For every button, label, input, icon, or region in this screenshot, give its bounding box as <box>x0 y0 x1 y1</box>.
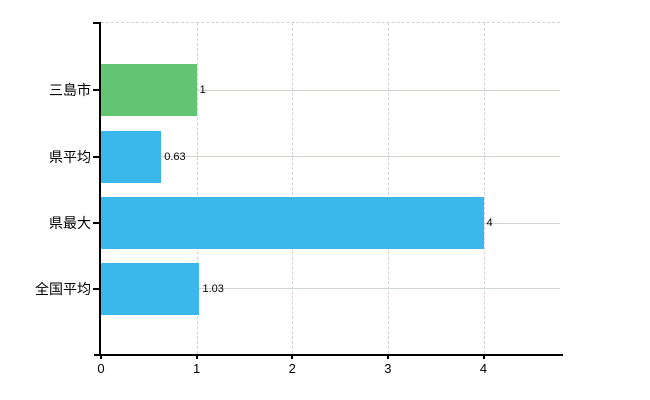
x-axis-tick <box>291 354 294 359</box>
x-axis-tick <box>482 354 485 359</box>
bar-value-label: 0.63 <box>164 150 186 163</box>
y-axis-tick <box>93 89 99 91</box>
horizontal-gridline <box>101 156 560 157</box>
y-axis-tick <box>93 155 99 158</box>
bar-3 <box>101 197 484 249</box>
plot-area: 1 三島市 0.63 県平均 4 県最大 1.03 全国平均 0 1 2 3 4 <box>35 22 563 376</box>
vertical-gridline <box>387 23 389 354</box>
bar-value-label: 4 <box>486 217 493 229</box>
bar-1 <box>101 64 197 116</box>
bar-4 <box>101 262 200 315</box>
bar-value-label: 1 <box>199 84 206 96</box>
category-label: 県最大 <box>49 215 91 231</box>
x-tick-label: 1 <box>193 361 201 376</box>
category-label: 三島市 <box>49 82 91 98</box>
vertical-gridline <box>292 23 294 354</box>
horizontal-gridline <box>101 288 560 289</box>
x-tick-label: 3 <box>384 361 392 376</box>
vertical-gridline <box>483 23 485 354</box>
x-axis-tick <box>100 354 102 359</box>
y-axis-tick <box>93 22 99 24</box>
y-axis-tick <box>93 222 99 224</box>
x-tick-label: 0 <box>97 361 105 376</box>
horizontal-gridline <box>101 89 560 91</box>
x-tick-label: 2 <box>288 361 296 376</box>
x-axis-line <box>94 354 563 356</box>
x-tick-label: 4 <box>479 361 488 376</box>
x-axis-tick <box>386 354 389 359</box>
vertical-gridline <box>196 23 198 354</box>
category-label: 全国平均 <box>35 280 91 297</box>
x-axis-tick <box>195 354 198 359</box>
bar-2 <box>101 130 162 183</box>
category-label: 県平均 <box>49 148 91 165</box>
y-axis-tick <box>93 287 99 290</box>
y-axis-line <box>99 22 101 355</box>
bar-value-label: 1.03 <box>202 282 224 295</box>
